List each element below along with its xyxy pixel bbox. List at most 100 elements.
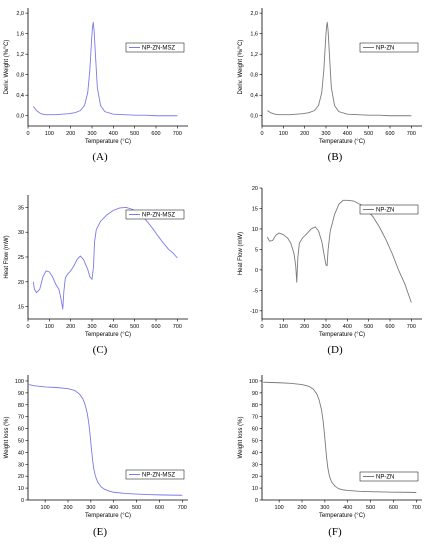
- y-tick-label: 10: [252, 486, 258, 492]
- x-tick-label: 100: [275, 505, 284, 511]
- x-tick-label: 600: [389, 505, 398, 511]
- y-tick-label: 40: [252, 450, 258, 456]
- chart-panel: 0 100 200 300 400 500 600 700 0,0 0,4 0,8 1,2 1,6 2,0…: [238, 8, 422, 163]
- x-axis-title: Temperature (°C): [319, 332, 365, 338]
- series-line: [32, 206, 178, 310]
- x-tick-label: 500: [366, 505, 375, 511]
- x-tick-label: 600: [151, 324, 160, 330]
- x-tick-label: 500: [364, 324, 373, 330]
- x-tick-label: 700: [173, 324, 182, 330]
- x-tick-label: 300: [87, 324, 96, 330]
- y-tick-label: 1,6: [16, 32, 24, 38]
- x-tick-label: 100: [279, 324, 288, 330]
- x-tick-label: 400: [109, 505, 118, 511]
- x-tick-label: 200: [66, 131, 75, 137]
- y-tick-label: 90: [18, 391, 24, 397]
- series-line: [267, 21, 412, 117]
- x-tick-label: 700: [407, 324, 416, 330]
- y-tick-label: 35: [18, 205, 24, 211]
- y-axis-title: Heat Flow (mW): [4, 235, 10, 278]
- y-tick-label: 1,2: [250, 52, 258, 58]
- x-tick-label: 500: [130, 131, 139, 137]
- y-tick-label: -5: [253, 288, 258, 294]
- y-tick-label: 70: [18, 415, 24, 421]
- chart-panel: 0 100 200 300 400 500 600 700 0,0 0,4 0,8 1,2 1,6 2,0…: [4, 8, 188, 163]
- x-tick-label: 200: [66, 324, 75, 330]
- y-tick-label: 30: [252, 462, 258, 468]
- y-axis-title: Deriv. Weight (%/°C): [4, 40, 10, 95]
- legend-label: NP-ZN: [376, 475, 394, 481]
- y-axis-title: Heat Flow (mW): [238, 232, 244, 275]
- y-tick-label: 100: [249, 379, 258, 385]
- y-tick-label: 0,0: [16, 114, 24, 120]
- y-tick-label: 0: [255, 498, 258, 504]
- x-tick-label: 300: [86, 505, 95, 511]
- x-tick-label: 300: [321, 324, 330, 330]
- x-tick-label: 400: [343, 505, 352, 511]
- legend-label: NP-ZN: [376, 46, 394, 52]
- x-tick-label: 0: [26, 324, 29, 330]
- legend-box: [359, 471, 419, 482]
- x-tick-label: 0: [260, 131, 263, 137]
- x-tick-label: 400: [343, 131, 352, 137]
- y-tick-label: 90: [252, 391, 258, 397]
- y-tick-label: 50: [252, 438, 258, 444]
- panel-label: (A): [92, 151, 108, 163]
- y-axis-title: Weight loss (%): [238, 417, 244, 459]
- panel-label: (C): [93, 344, 108, 356]
- y-tick-label: 1,2: [16, 52, 24, 58]
- y-tick-label: 0,8: [16, 73, 24, 79]
- x-tick-label: 400: [109, 324, 118, 330]
- y-tick-label: 25: [18, 255, 24, 261]
- x-tick-label: 500: [132, 505, 141, 511]
- x-tick-label: 100: [279, 131, 288, 137]
- x-axis-title: Temperature (°C): [319, 513, 365, 519]
- y-axis-title: Deriv. Weight (%/°C): [238, 40, 244, 95]
- x-tick-label: 200: [300, 131, 309, 137]
- y-tick-label: 70: [252, 415, 258, 421]
- x-tick-label: 100: [45, 324, 54, 330]
- x-tick-label: 700: [407, 131, 416, 137]
- legend-box: [359, 204, 419, 215]
- x-tick-label: 600: [385, 131, 394, 137]
- series-line: [263, 381, 417, 493]
- x-tick-label: 500: [130, 324, 139, 330]
- y-tick-label: 20: [252, 474, 258, 480]
- y-tick-label: 30: [18, 462, 24, 468]
- x-tick-label: 200: [300, 324, 309, 330]
- y-tick-label: 50: [18, 438, 24, 444]
- x-tick-label: 100: [41, 505, 50, 511]
- x-tick-label: 600: [151, 131, 160, 137]
- y-tick-label: 30: [18, 230, 24, 236]
- y-tick-label: 20: [252, 186, 258, 192]
- x-tick-label: 500: [364, 131, 373, 137]
- x-tick-label: 300: [320, 505, 329, 511]
- chart-panel: 100 200 300 400 500 600 700 0 10 20 30 40 50 60 70 80 90…: [4, 375, 188, 538]
- series-line: [266, 199, 412, 303]
- legend-label: NP-ZN: [376, 208, 394, 214]
- y-tick-label: 60: [18, 427, 24, 433]
- legend-label: NP-ZN-MSZ: [142, 46, 175, 52]
- panel-label: (F): [328, 526, 342, 538]
- x-tick-label: 0: [260, 324, 263, 330]
- chart-panel: 0 100 200 300 400 500 600 700 15 20 25 30 35 Temperat…: [4, 195, 188, 356]
- x-axis-title: Temperature (°C): [319, 139, 365, 145]
- y-tick-label: 0,4: [250, 93, 258, 99]
- legend-box: [125, 469, 185, 480]
- y-tick-label: 80: [18, 403, 24, 409]
- legend-box: [359, 42, 419, 53]
- y-tick-label: 15: [252, 206, 258, 212]
- chart-panel: 100 200 300 400 500 600 700 0 10 20 30 40 50 60 70 80 90…: [238, 375, 422, 538]
- panel-label: (D): [327, 344, 343, 356]
- x-axis-title: Temperature (°C): [85, 139, 131, 145]
- x-tick-label: 700: [173, 131, 182, 137]
- y-tick-label: 0,4: [16, 93, 24, 99]
- y-tick-label: 2,0: [16, 11, 24, 17]
- y-tick-label: 100: [15, 379, 24, 385]
- x-tick-label: 400: [109, 131, 118, 137]
- x-tick-label: 700: [412, 505, 421, 511]
- legend-box: [125, 42, 185, 53]
- chart-panel: 0 100 200 300 400 500 600 700 -10 -5 0 5 10 15 20 Tempe…: [238, 186, 422, 356]
- y-tick-label: 80: [252, 403, 258, 409]
